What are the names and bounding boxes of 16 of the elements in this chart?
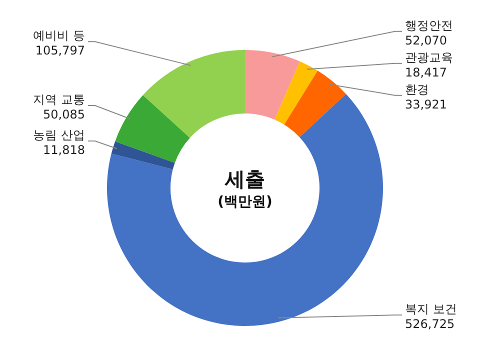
- data-label: 52,070: [405, 33, 447, 48]
- slice-label: 농림 산업: [33, 128, 85, 142]
- slice-label: 행정안전: [405, 18, 453, 32]
- text: 세출: [224, 167, 265, 191]
- slice-label: 관광교육: [405, 50, 453, 64]
- slice-label: 환경: [405, 82, 429, 96]
- slice-label: 예비비 등: [33, 28, 85, 43]
- slice-label: 복지 보건: [405, 302, 457, 316]
- text: (백만원): [218, 194, 272, 210]
- data-label: 18,417: [405, 65, 447, 80]
- data-label: 526,725: [405, 317, 455, 331]
- data-label: 50,085: [43, 108, 85, 122]
- slice-label: 지역 교통: [33, 92, 85, 107]
- data-label: 11,818: [43, 142, 85, 157]
- data-label: 105,797: [35, 44, 85, 58]
- data-label: 33,921: [405, 97, 447, 112]
